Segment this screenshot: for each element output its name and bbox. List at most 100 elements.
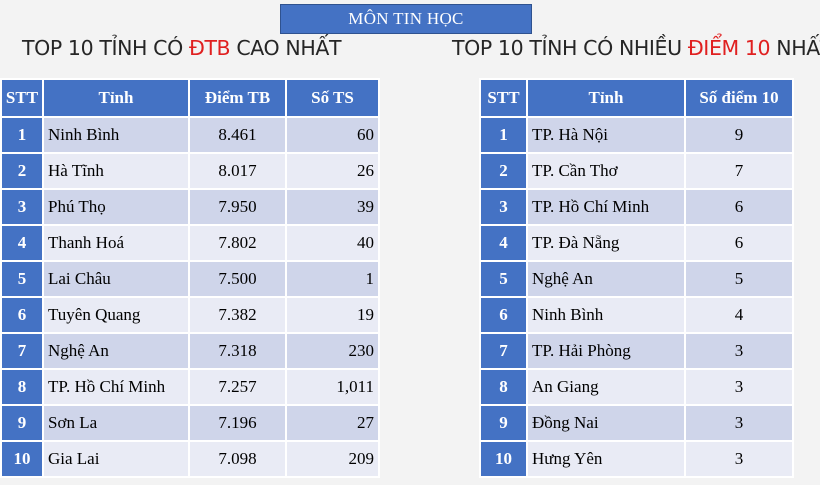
province-cell: An Giang — [526, 368, 686, 406]
average-score-cell: 7.196 — [188, 404, 287, 442]
province-cell: Gia Lai — [42, 440, 190, 478]
province-cell: Ninh Bình — [42, 116, 190, 154]
candidate-count-cell: 27 — [285, 404, 380, 442]
table-row: 5 Nghệ An 5 — [479, 260, 794, 298]
province-cell: Hưng Yên — [526, 440, 686, 478]
province-cell: TP. Hồ Chí Minh — [42, 368, 190, 406]
right-table-heading: TOP 10 TỈNH CÓ NHIỀU ĐIỂM 10 NHẤT — [452, 36, 820, 64]
rank-cell: 10 — [479, 440, 528, 478]
table-header-row: STT Tỉnh Số điểm 10 — [479, 78, 794, 118]
province-cell: TP. Đà Nẵng — [526, 224, 686, 262]
table-row: 4 Thanh Hoá 7.802 40 — [0, 224, 380, 262]
perfect-score-count-cell: 3 — [684, 440, 794, 478]
table-row: 3 Phú Thọ 7.950 39 — [0, 188, 380, 226]
table-row: 7 TP. Hải Phòng 3 — [479, 332, 794, 370]
province-cell: Nghệ An — [42, 332, 190, 370]
province-cell: Lai Châu — [42, 260, 190, 298]
perfect-score-count-cell: 6 — [684, 224, 794, 262]
rank-cell: 2 — [0, 152, 44, 190]
top-average-score-table: STT Tỉnh Điểm TB Số TS 1 Ninh Bình 8.461 60… — [0, 78, 380, 478]
right-heading-highlight: ĐIỂM 10 — [687, 36, 771, 60]
table-row: 6 Tuyên Quang 7.382 19 — [0, 296, 380, 334]
rank-cell: 1 — [479, 116, 528, 154]
average-score-cell: 8.461 — [188, 116, 287, 154]
province-cell: TP. Cần Thơ — [526, 152, 686, 190]
perfect-score-count-cell: 5 — [684, 260, 794, 298]
average-score-cell: 8.017 — [188, 152, 287, 190]
rank-cell: 4 — [479, 224, 528, 262]
perfect-score-count-cell: 4 — [684, 296, 794, 334]
left-table-heading: TOP 10 TỈNH CÓ ĐTB CAO NHẤT — [22, 36, 341, 64]
province-cell: Sơn La — [42, 404, 190, 442]
candidate-count-cell: 19 — [285, 296, 380, 334]
left-heading-post: CAO NHẤT — [230, 36, 342, 60]
rank-cell: 8 — [479, 368, 528, 406]
rank-cell: 6 — [479, 296, 528, 334]
average-score-cell: 7.950 — [188, 188, 287, 226]
rank-cell: 1 — [0, 116, 44, 154]
candidate-count-cell: 60 — [285, 116, 380, 154]
left-heading-highlight: ĐTB — [188, 36, 231, 60]
table-row: 8 TP. Hồ Chí Minh 7.257 1,011 — [0, 368, 380, 406]
table-row: 7 Nghệ An 7.318 230 — [0, 332, 380, 370]
table-row: 2 TP. Cần Thơ 7 — [479, 152, 794, 190]
table-row: 6 Ninh Bình 4 — [479, 296, 794, 334]
average-score-cell: 7.500 — [188, 260, 287, 298]
rank-cell: 5 — [0, 260, 44, 298]
table-row: 3 TP. Hồ Chí Minh 6 — [479, 188, 794, 226]
left-heading-pre: TOP 10 TỈNH CÓ — [22, 36, 189, 60]
candidate-count-cell: 40 — [285, 224, 380, 262]
subject-banner: MÔN TIN HỌC — [280, 4, 532, 34]
rank-cell: 4 — [0, 224, 44, 262]
candidate-count-cell: 1,011 — [285, 368, 380, 406]
table-row: 1 TP. Hà Nội 9 — [479, 116, 794, 154]
average-score-cell: 7.318 — [188, 332, 287, 370]
rank-cell: 3 — [479, 188, 528, 226]
column-header-province: Tỉnh — [42, 78, 190, 118]
candidate-count-cell: 26 — [285, 152, 380, 190]
table-row: 1 Ninh Bình 8.461 60 — [0, 116, 380, 154]
perfect-score-count-cell: 9 — [684, 116, 794, 154]
province-cell: TP. Hà Nội — [526, 116, 686, 154]
candidate-count-cell: 39 — [285, 188, 380, 226]
column-header-perfect-score-count: Số điểm 10 — [684, 78, 794, 118]
average-score-cell: 7.802 — [188, 224, 287, 262]
table-row: 8 An Giang 3 — [479, 368, 794, 406]
rank-cell: 7 — [479, 332, 528, 370]
perfect-score-count-cell: 3 — [684, 368, 794, 406]
rank-cell: 3 — [0, 188, 44, 226]
table-row: 2 Hà Tĩnh 8.017 26 — [0, 152, 380, 190]
table-row: 10 Hưng Yên 3 — [479, 440, 794, 478]
perfect-score-count-cell: 3 — [684, 332, 794, 370]
province-cell: Phú Thọ — [42, 188, 190, 226]
rank-cell: 9 — [0, 404, 44, 442]
column-header-stt: STT — [0, 78, 44, 118]
rank-cell: 10 — [0, 440, 44, 478]
perfect-score-count-cell: 3 — [684, 404, 794, 442]
province-cell: Nghệ An — [526, 260, 686, 298]
rank-cell: 2 — [479, 152, 528, 190]
rank-cell: 7 — [0, 332, 44, 370]
province-cell: Đồng Nai — [526, 404, 686, 442]
average-score-cell: 7.257 — [188, 368, 287, 406]
rank-cell: 8 — [0, 368, 44, 406]
top-perfect-score-table: STT Tỉnh Số điểm 10 1 TP. Hà Nội 9 2 TP. Cần… — [479, 78, 794, 478]
average-score-cell: 7.382 — [188, 296, 287, 334]
perfect-score-count-cell: 6 — [684, 188, 794, 226]
table-header-row: STT Tỉnh Điểm TB Số TS — [0, 78, 380, 118]
candidate-count-cell: 209 — [285, 440, 380, 478]
column-header-province: Tỉnh — [526, 78, 686, 118]
column-header-candidate-count: Số TS — [285, 78, 380, 118]
table-row: 5 Lai Châu 7.500 1 — [0, 260, 380, 298]
province-cell: Tuyên Quang — [42, 296, 190, 334]
province-cell: Thanh Hoá — [42, 224, 190, 262]
table-row: 9 Đồng Nai 3 — [479, 404, 794, 442]
perfect-score-count-cell: 7 — [684, 152, 794, 190]
province-cell: Hà Tĩnh — [42, 152, 190, 190]
candidate-count-cell: 230 — [285, 332, 380, 370]
rank-cell: 6 — [0, 296, 44, 334]
candidate-count-cell: 1 — [285, 260, 380, 298]
average-score-cell: 7.098 — [188, 440, 287, 478]
rank-cell: 5 — [479, 260, 528, 298]
table-row: 4 TP. Đà Nẵng 6 — [479, 224, 794, 262]
